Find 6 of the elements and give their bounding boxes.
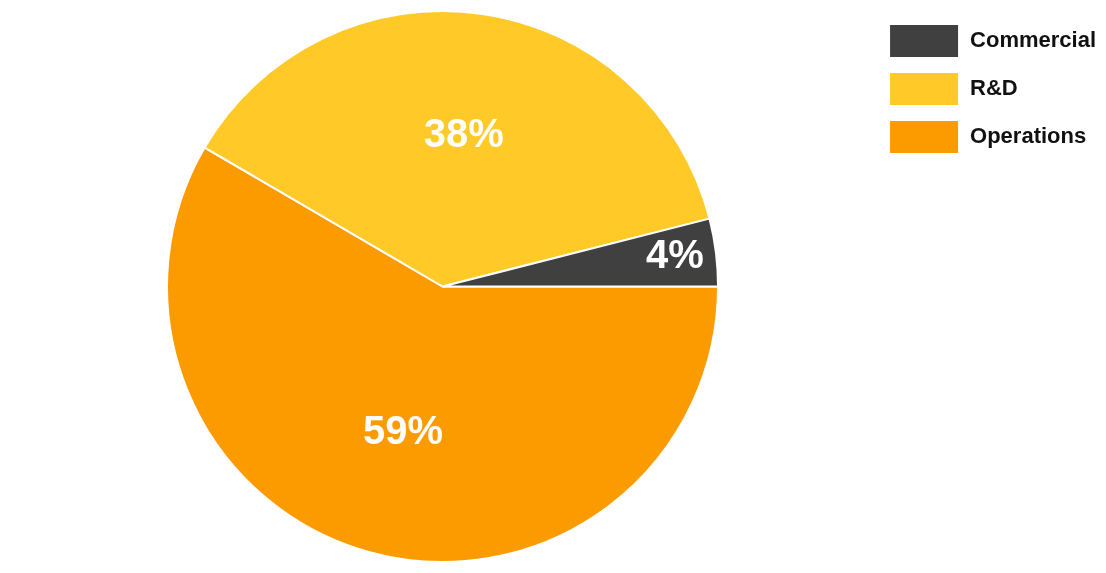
data-label: 4% [645, 232, 704, 277]
legend-label: Operations [970, 123, 1087, 149]
legend-label: Commercial [970, 27, 1097, 53]
data-label: 38% [423, 111, 504, 156]
legend-label: R&D [970, 75, 1018, 101]
data-label: 59% [362, 407, 443, 452]
